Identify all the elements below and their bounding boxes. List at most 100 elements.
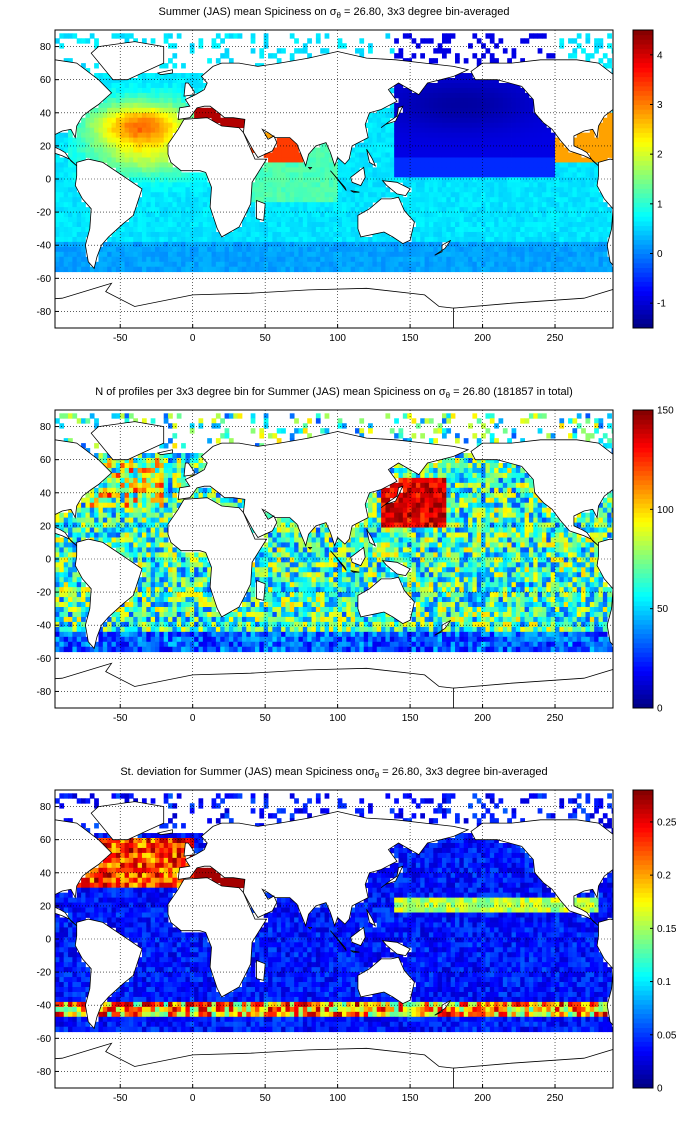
data-cell [211,112,217,119]
data-cell [585,162,591,168]
data-cell [341,177,347,183]
data-cell [489,137,495,143]
data-cell [476,172,482,178]
data-cell [237,241,243,248]
data-cell [120,167,125,173]
data-cell [155,217,160,223]
data-cell [415,477,421,484]
data-cell [459,162,465,168]
data-cell [155,187,160,193]
data-cell [524,167,530,173]
data-cell [455,132,460,139]
data-cell [559,241,565,248]
data-cell [141,207,147,213]
data-cell [181,261,186,268]
data-cell [555,142,560,148]
data-cell [320,236,325,243]
data-cell [572,187,578,193]
data-cell [489,438,495,444]
data-cell [598,192,604,198]
data-cell [107,82,112,89]
data-cell [163,487,169,494]
data-cell [107,246,112,253]
data-cell [289,147,295,153]
data-cell [120,132,125,139]
data-cell [159,167,165,173]
data-cell [389,157,395,163]
data-cell [94,502,99,509]
data-cell [102,132,108,139]
data-cell [541,147,547,153]
data-cell [511,462,517,469]
data-cell [394,157,399,163]
data-cell [207,227,212,233]
data-cell [346,162,352,168]
data-cell [446,48,452,54]
data-cell [120,492,125,499]
data-cell [68,58,73,64]
data-cell [120,236,125,243]
data-cell [189,192,195,198]
data-cell [89,492,95,499]
data-cell [337,177,343,183]
data-cell [337,266,343,273]
data-cell [476,477,482,484]
data-cell [163,217,169,223]
data-cell [402,92,408,99]
data-cell [515,87,521,94]
data-cell [137,522,143,528]
data-cell [415,112,421,119]
data-cell [133,512,139,519]
data-cell [533,217,539,223]
data-cell [568,192,573,198]
data-cell [233,251,239,258]
data-cell [276,236,282,243]
data-cell [581,246,586,253]
data-cell [568,202,573,208]
data-cell [407,497,412,504]
data-cell [402,97,408,104]
data-cell [528,187,534,193]
data-cell [72,246,78,253]
data-cell [311,152,317,158]
data-cell [259,266,265,273]
data-cell [555,517,560,523]
data-cell [485,507,491,514]
data-cell [459,152,465,158]
data-cell [607,497,612,504]
data-cell [407,487,412,494]
data-cell [520,217,525,223]
data-cell [172,227,178,233]
data-cell [181,192,186,198]
data-cell [202,197,208,203]
data-cell [455,157,460,163]
data-cell [268,187,273,193]
data-cell [289,33,295,39]
data-cell [550,517,556,523]
data-cell [281,522,286,528]
data-cell [533,197,539,203]
data-cell [489,132,495,139]
data-cell [511,162,517,168]
data-cell [585,197,591,203]
data-cell [546,182,552,188]
data-cell [94,522,99,528]
data-cell [489,433,495,439]
data-cell [172,43,178,49]
data-cell [224,256,230,263]
data-cell [68,507,73,514]
data-cell [328,157,334,163]
data-cell [511,512,517,519]
data-cell [502,266,508,273]
data-cell [489,207,495,213]
data-cell [537,132,543,139]
data-cell [94,453,99,459]
data-cell [124,487,130,494]
data-cell [298,48,304,54]
data-cell [146,112,152,119]
data-cell [389,162,395,168]
data-cell [502,497,508,504]
colorbar-band [633,234,653,241]
data-cell [298,157,304,163]
data-cell [181,97,186,104]
